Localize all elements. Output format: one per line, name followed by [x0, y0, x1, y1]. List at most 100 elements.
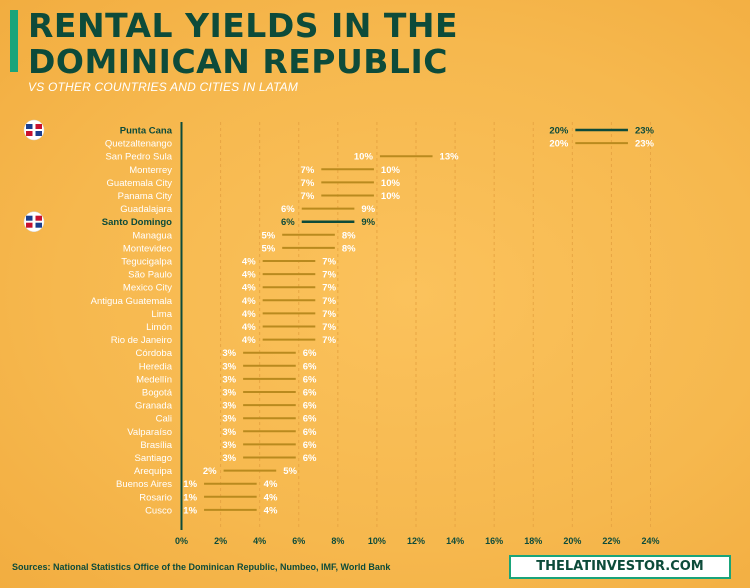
min-value-label: 4%	[242, 257, 256, 268]
max-value-label: 8%	[342, 230, 356, 241]
min-value-label: 7%	[301, 191, 315, 202]
min-value-label: 3%	[222, 453, 236, 464]
category-label: São Paulo	[128, 270, 172, 281]
x-tick-label: 8%	[331, 536, 344, 546]
category-label: Cali	[156, 414, 172, 425]
min-value-label: 20%	[549, 139, 569, 150]
max-value-label: 13%	[440, 152, 460, 163]
dr-flag-quarter	[26, 215, 33, 221]
category-label: Rosario	[139, 492, 172, 503]
max-value-label: 6%	[303, 440, 317, 451]
min-value-label: 3%	[222, 440, 236, 451]
max-value-label: 7%	[322, 257, 336, 268]
x-tick-label: 18%	[524, 536, 542, 546]
dr-flag-icon	[23, 211, 45, 232]
max-value-label: 4%	[264, 492, 278, 503]
max-value-label: 4%	[264, 479, 278, 490]
min-value-label: 3%	[222, 401, 236, 412]
chart-title: RENTAL YIELDS IN THE DOMINICAN REPUBLIC	[28, 8, 458, 80]
brand-badge[interactable]: THELATINVESTOR.COM	[509, 555, 731, 579]
max-value-label: 6%	[303, 401, 317, 412]
min-value-label: 4%	[242, 283, 256, 294]
max-value-label: 7%	[322, 270, 336, 281]
category-label: Valparaíso	[127, 427, 172, 438]
category-label: Mexico City	[123, 283, 172, 294]
max-value-label: 9%	[361, 217, 375, 228]
min-value-label: 3%	[222, 414, 236, 425]
dr-flag-quarter	[35, 131, 42, 136]
category-label: Arequipa	[134, 466, 173, 477]
category-label: Granada	[135, 401, 173, 412]
max-value-label: 4%	[264, 505, 278, 516]
x-tick-label: 24%	[641, 536, 659, 546]
category-label: Córdoba	[136, 348, 173, 359]
max-value-label: 6%	[303, 414, 317, 425]
min-value-label: 3%	[222, 388, 236, 399]
max-value-label: 10%	[381, 191, 401, 202]
x-tick-label: 14%	[446, 536, 464, 546]
category-label: Limón	[146, 322, 172, 333]
min-value-label: 4%	[242, 296, 256, 307]
x-tick-label: 2%	[214, 536, 227, 546]
min-value-label: 2%	[203, 466, 217, 477]
x-tick-label: 10%	[368, 536, 386, 546]
dr-flag-quarter	[26, 124, 33, 129]
x-tick-label: 12%	[407, 536, 425, 546]
max-value-label: 6%	[303, 361, 317, 372]
min-value-label: 3%	[222, 374, 236, 385]
range-bar-chart: 0% 2% 4% 6% 8% 10% 12% 14% 16% 18% 20% 22% 24% Punta …	[23, 119, 660, 546]
max-value-label: 10%	[381, 165, 401, 176]
min-value-label: 4%	[242, 335, 256, 346]
max-value-label: 7%	[322, 309, 336, 320]
min-value-label: 3%	[222, 348, 236, 359]
min-value-label: 4%	[242, 309, 256, 320]
max-value-label: 7%	[322, 296, 336, 307]
category-label: San Pedro Sula	[105, 152, 172, 163]
min-value-label: 7%	[301, 165, 315, 176]
max-value-label: 6%	[303, 348, 317, 359]
category-label: Montevideo	[123, 243, 172, 254]
dr-flag-icon	[23, 119, 45, 141]
min-value-label: 5%	[261, 230, 275, 241]
min-value-label: 3%	[222, 427, 236, 438]
category-label: Antigua Guatemala	[91, 296, 173, 307]
title-accent-bar	[10, 10, 18, 72]
category-label: Santo Domingo	[102, 217, 172, 228]
category-label: Managua	[132, 230, 172, 241]
max-value-label: 6%	[303, 388, 317, 399]
category-label: Heredia	[139, 361, 173, 372]
max-value-label: 9%	[361, 204, 375, 215]
max-value-label: 10%	[381, 178, 401, 189]
category-label: Panama City	[118, 191, 173, 202]
min-value-label: 20%	[549, 126, 569, 137]
min-value-label: 3%	[222, 361, 236, 372]
min-value-label: 4%	[242, 270, 256, 281]
max-value-label: 23%	[635, 126, 655, 137]
max-value-label: 6%	[303, 427, 317, 438]
min-value-label: 5%	[261, 243, 275, 254]
x-tick-label: 0%	[175, 536, 188, 546]
chart-subtitle: VS OTHER COUNTRIES AND CITIES IN LATAM	[28, 80, 299, 94]
category-label: Guatemala City	[107, 178, 173, 189]
sources-note: Sources: National Statistics Office of t…	[12, 562, 391, 572]
min-value-label: 4%	[242, 322, 256, 333]
category-label: Lima	[151, 309, 172, 320]
x-tick-label: 20%	[563, 536, 581, 546]
min-value-label: 7%	[301, 178, 315, 189]
x-tick-label: 4%	[253, 536, 266, 546]
min-value-label: 6%	[281, 217, 295, 228]
max-value-label: 7%	[322, 283, 336, 294]
category-label: Brasília	[140, 440, 172, 451]
min-value-label: 6%	[281, 204, 295, 215]
category-label: Medellín	[136, 374, 172, 385]
min-value-label: 10%	[354, 152, 374, 163]
max-value-label: 7%	[322, 322, 336, 333]
max-value-label: 23%	[635, 139, 655, 150]
category-label: Monterrey	[129, 165, 172, 176]
min-value-label: 1%	[183, 492, 197, 503]
dr-flag-quarter	[26, 222, 33, 228]
title-line-2: DOMINICAN REPUBLIC	[28, 42, 448, 81]
category-label: Bogotá	[142, 388, 173, 399]
category-label: Tegucigalpa	[121, 257, 172, 268]
